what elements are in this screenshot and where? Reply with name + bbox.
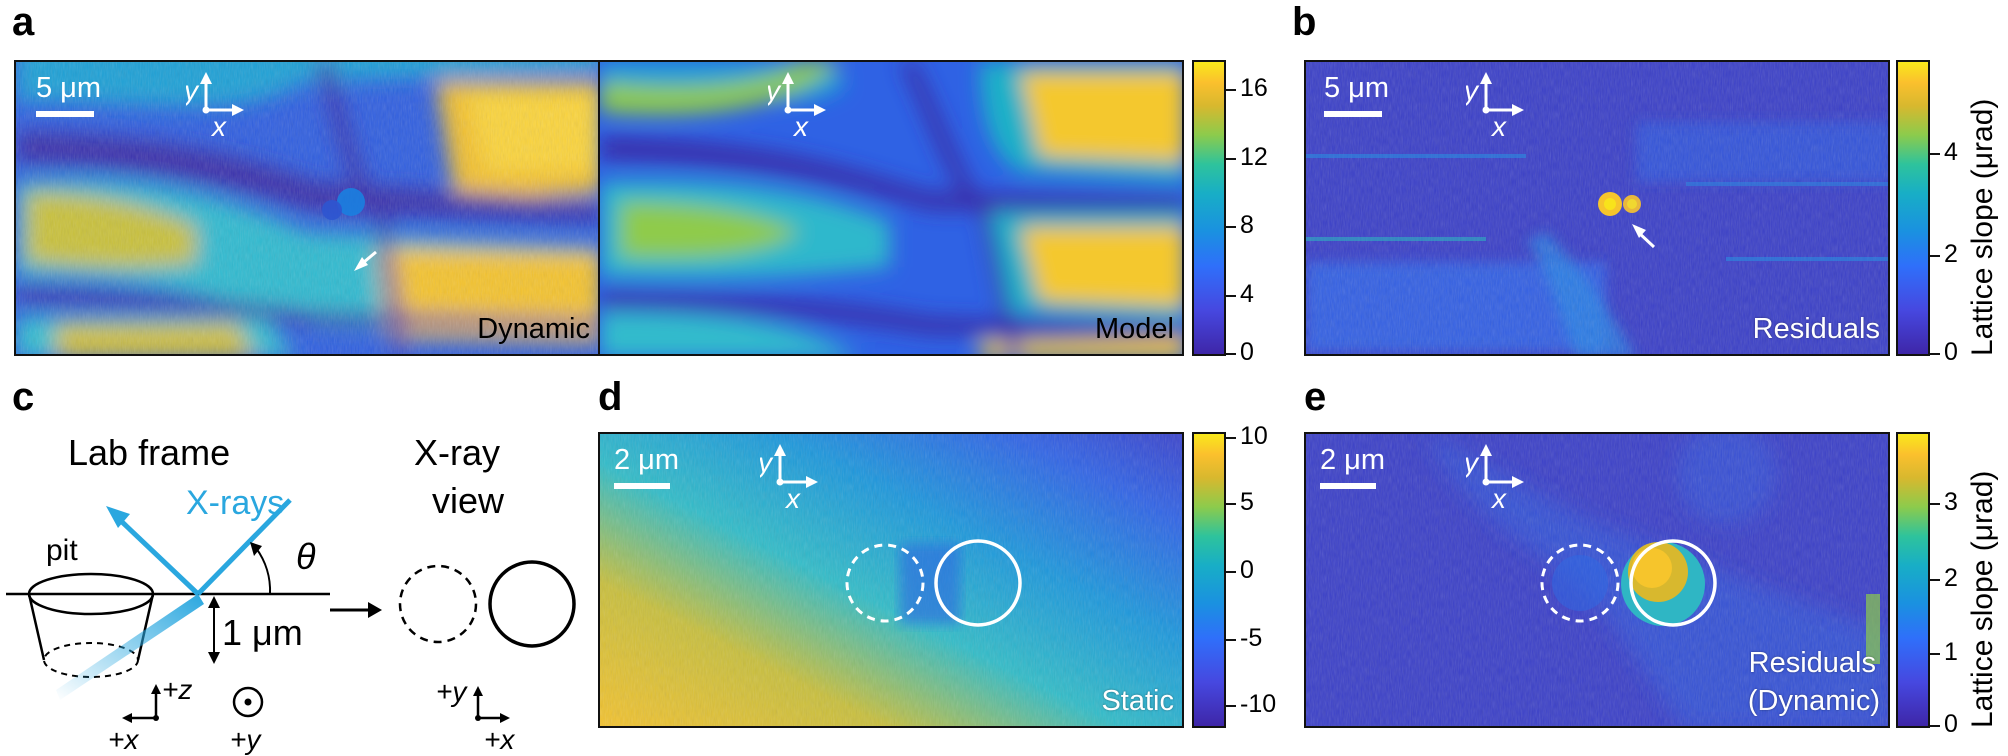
colorbar-a-tick: 8 bbox=[1226, 211, 1254, 239]
axis-label-plus-x: +x bbox=[108, 724, 139, 755]
panel-label-e: e bbox=[1304, 375, 1327, 419]
colorbar-e-title: Lattice slope (μrad) bbox=[1966, 470, 1999, 728]
axis-label-plus-z: +z bbox=[162, 674, 193, 705]
xray-axis-plus-y: +y bbox=[436, 676, 467, 707]
scale-bar-a: 5 μm bbox=[36, 72, 101, 117]
colorbar-e bbox=[1896, 432, 1930, 728]
panel-b-residuals: 5 μm y x Residuals bbox=[1304, 60, 1890, 356]
colorbar-e-tick: 0 bbox=[1930, 710, 1958, 738]
model-heatmap bbox=[600, 62, 1182, 354]
axis-icon-a-model: y x bbox=[768, 72, 826, 140]
colorbar-b-title: Lattice slope (μrad) bbox=[1966, 98, 1999, 356]
pit-label: pit bbox=[46, 534, 78, 567]
static-title: Static bbox=[1101, 685, 1174, 717]
svg-text:y: y bbox=[760, 447, 774, 478]
theta-label: θ bbox=[296, 536, 316, 577]
colorbar-a-tick: 16 bbox=[1226, 74, 1268, 102]
axis-icon-e: y x bbox=[1466, 444, 1524, 512]
residuals-dynamic-heatmap bbox=[1306, 434, 1888, 726]
colorbar-b-tick: 4 bbox=[1930, 138, 1958, 166]
colorbar-a-tick: 12 bbox=[1226, 143, 1268, 171]
xray-view-title-1: X-ray bbox=[414, 432, 501, 473]
scale-bar-e: 2 μm bbox=[1320, 444, 1385, 489]
xray-view-title-2: view bbox=[432, 480, 505, 521]
svg-text:y: y bbox=[186, 75, 200, 106]
xrays-label: X-rays bbox=[186, 484, 285, 522]
colorbar-d-tick: 5 bbox=[1226, 488, 1254, 516]
scale-bar-b: 5 μm bbox=[1324, 72, 1389, 117]
colorbar-e-tick: 2 bbox=[1930, 564, 1958, 592]
dynamic-heatmap bbox=[16, 62, 598, 354]
svg-text:x: x bbox=[1490, 111, 1507, 140]
colorbar-d-tick: 0 bbox=[1226, 556, 1254, 584]
colorbar-b-tick: 0 bbox=[1930, 338, 1958, 366]
colorbar-a-tick: 0 bbox=[1226, 338, 1254, 366]
colorbar-b-tick: 2 bbox=[1930, 240, 1958, 268]
svg-text:x: x bbox=[784, 483, 801, 512]
svg-text:x: x bbox=[210, 111, 227, 140]
svg-text:x: x bbox=[792, 111, 809, 140]
static-heatmap bbox=[600, 434, 1182, 726]
colorbar-b bbox=[1896, 60, 1930, 356]
colorbar-a bbox=[1192, 60, 1226, 356]
panel-label-c: c bbox=[12, 375, 35, 419]
panel-label-d: d bbox=[598, 375, 623, 419]
svg-text:y: y bbox=[1466, 447, 1480, 478]
axis-icon-a: y x bbox=[186, 72, 244, 140]
solid-circle-d bbox=[934, 539, 1022, 627]
panel-label-a: a bbox=[12, 0, 35, 44]
panel-e-residuals-dynamic: 2 μm y x Residuals (Dynamic) bbox=[1304, 432, 1890, 728]
colorbar-d-tick: 10 bbox=[1226, 422, 1268, 450]
panel-a-dynamic: 5 μm y x Dynamic bbox=[14, 60, 600, 356]
colorbar-a-tick: 4 bbox=[1226, 280, 1254, 308]
svg-text:y: y bbox=[1466, 75, 1480, 106]
axis-icon-d: y x bbox=[760, 444, 818, 512]
residuals-dynamic-title-2: (Dynamic) bbox=[1747, 685, 1880, 717]
residuals-title: Residuals bbox=[1752, 313, 1880, 345]
colorbar-d-tick: -10 bbox=[1225, 690, 1277, 718]
residuals-dynamic-title-1: Residuals bbox=[1748, 647, 1876, 679]
colorbar-d-tick: -5 bbox=[1225, 624, 1263, 652]
residuals-heatmap bbox=[1306, 62, 1888, 354]
dynamic-title: Dynamic bbox=[477, 313, 590, 345]
lab-frame-diagram bbox=[6, 498, 576, 723]
colorbar-d bbox=[1192, 432, 1226, 728]
xray-axis-plus-x: +x bbox=[484, 724, 515, 755]
svg-text:x: x bbox=[1490, 483, 1507, 512]
panel-a-model: y x Model bbox=[598, 60, 1184, 356]
solid-circle-e bbox=[1629, 539, 1717, 627]
colorbar-e-tick: 3 bbox=[1930, 488, 1958, 516]
lab-frame-title: Lab frame bbox=[68, 432, 231, 473]
svg-text:y: y bbox=[768, 75, 782, 106]
panel-d-static: 2 μm y x Static bbox=[598, 432, 1184, 728]
model-title: Model bbox=[1095, 313, 1174, 345]
colorbar-e-tick: 1 bbox=[1930, 638, 1958, 666]
depth-label: 1 μm bbox=[222, 612, 303, 653]
axis-label-plus-y: +y bbox=[230, 724, 261, 755]
panel-label-b: b bbox=[1292, 0, 1317, 44]
dashed-circle-d bbox=[845, 543, 925, 623]
dashed-circle-e bbox=[1540, 543, 1620, 623]
axis-icon-b: y x bbox=[1466, 72, 1524, 140]
scale-bar-d: 2 μm bbox=[614, 444, 679, 489]
